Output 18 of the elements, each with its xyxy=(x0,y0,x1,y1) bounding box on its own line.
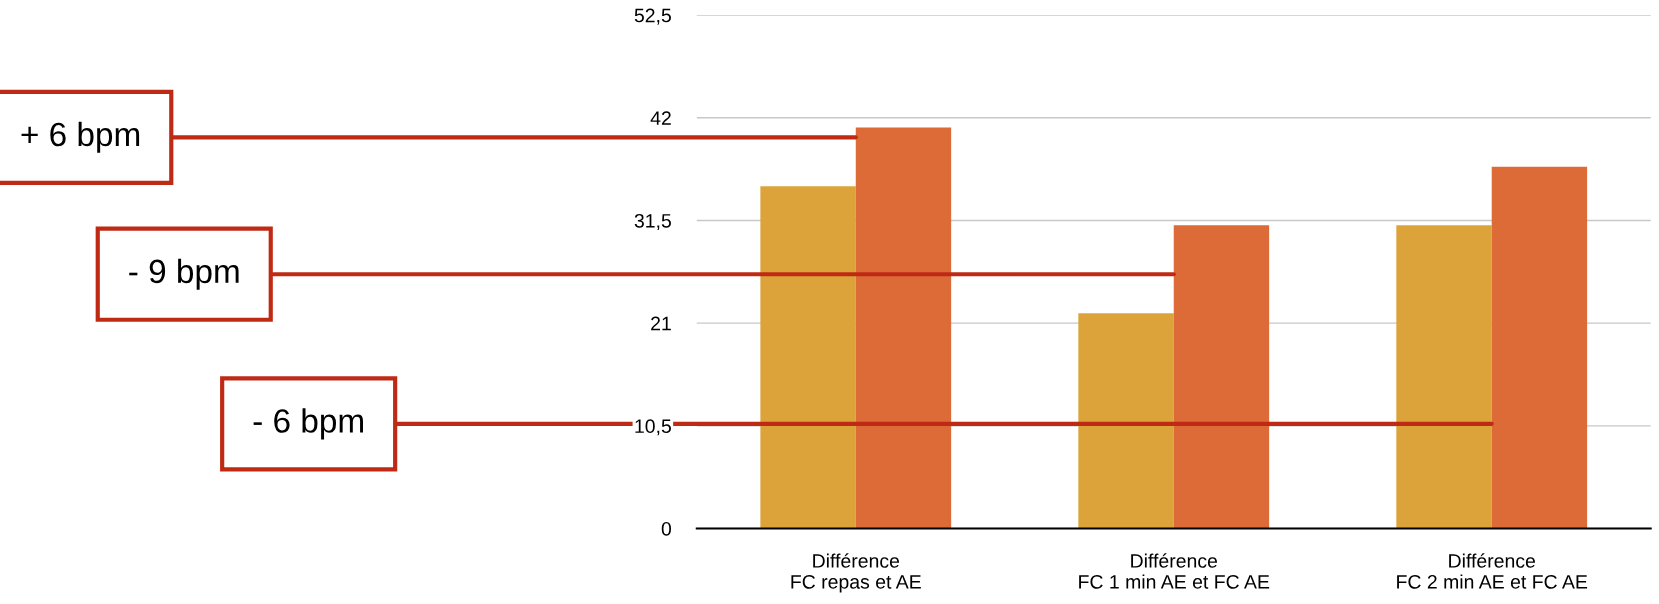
y-tick-label: 21 xyxy=(651,316,671,331)
bar xyxy=(1078,313,1174,529)
y-tick-label: 52,5 xyxy=(634,8,671,25)
bar xyxy=(855,127,952,529)
x-tick-label: Différence FC 2 min AE et FC AE xyxy=(1397,553,1588,589)
x-tick-label: Différence FC 1 min AE et FC AE xyxy=(1079,553,1270,589)
y-tick-label: 10,5 xyxy=(635,419,671,436)
bar xyxy=(1491,166,1588,529)
bar xyxy=(1173,225,1270,529)
y-tick-label: 0 xyxy=(661,521,672,536)
y-tick-label: 31,5 xyxy=(634,213,671,230)
bar xyxy=(1396,225,1492,529)
y-tick-label: 42 xyxy=(650,111,671,125)
annotation: - 6 bpm xyxy=(253,408,363,440)
annotation: - 9 bpm xyxy=(129,258,239,290)
bar xyxy=(760,186,856,529)
annotation: + 6 bpm xyxy=(21,121,140,153)
x-tick-label: Différence FC repas et AE xyxy=(791,553,921,593)
